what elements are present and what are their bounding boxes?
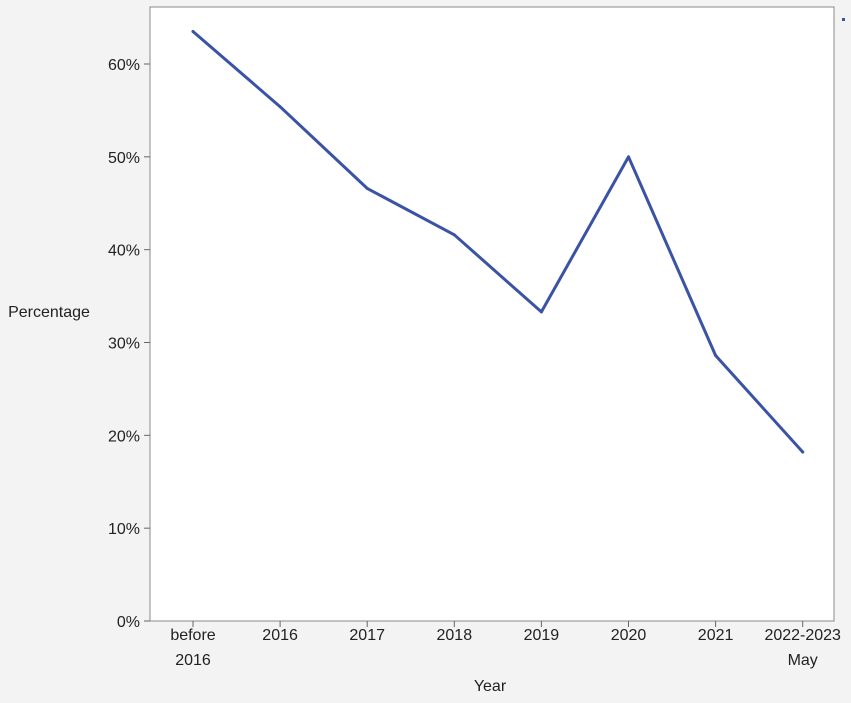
x-tick-label: 2019 <box>524 627 560 644</box>
x-tick-label: 2020 <box>611 627 647 644</box>
y-tick-label: 50% <box>108 150 140 167</box>
x-tick-label-line: 2016 <box>175 652 211 669</box>
data-point <box>801 450 805 454</box>
data-point <box>365 186 369 190</box>
x-tick-label-line: May <box>788 652 818 669</box>
x-tick-label-line: 2016 <box>262 627 298 644</box>
y-axis: 0% 10% 20% 30% 40% 50% 60% <box>108 57 150 631</box>
x-tick-label: 2018 <box>437 627 473 644</box>
data-point <box>191 30 195 34</box>
x-tick-label-line: 2017 <box>349 627 385 644</box>
x-axis-label: Year <box>474 678 507 695</box>
data-point <box>278 105 282 109</box>
x-tick-label: 2021 <box>698 627 734 644</box>
x-tick-label-line: before <box>170 627 215 644</box>
series-layer <box>191 18 845 454</box>
data-point <box>539 310 543 314</box>
y-tick-label: 30% <box>108 336 140 353</box>
y-tick-label: 60% <box>108 57 140 74</box>
data-point <box>714 353 718 357</box>
x-tick-label-line: 2018 <box>437 627 473 644</box>
series-line <box>191 30 805 454</box>
x-tick-label: 2022-2023 May <box>764 627 841 669</box>
x-tick-label: 2016 <box>262 627 298 644</box>
y-tick-label: 0% <box>117 614 140 631</box>
legend-marker <box>842 18 845 21</box>
data-point <box>452 233 456 237</box>
x-tick-label-line: 2020 <box>611 627 647 644</box>
x-tick-label-line: 2021 <box>698 627 734 644</box>
x-tick-label: before 2016 <box>170 627 215 669</box>
x-tick-label: 2017 <box>349 627 385 644</box>
data-point <box>627 155 630 159</box>
y-tick-label: 20% <box>108 428 140 445</box>
x-tick-label-line: 2019 <box>524 627 560 644</box>
y-axis-label: Percentage <box>8 304 90 321</box>
x-axis: before 2016 2016 2017 2018 2019 2020 2021 2022-2… <box>170 621 841 669</box>
x-tick-label-line: 2022-2023 <box>764 627 841 644</box>
y-tick-label: 40% <box>108 243 140 260</box>
y-tick-label: 10% <box>108 521 140 538</box>
plot-area <box>149 6 835 622</box>
